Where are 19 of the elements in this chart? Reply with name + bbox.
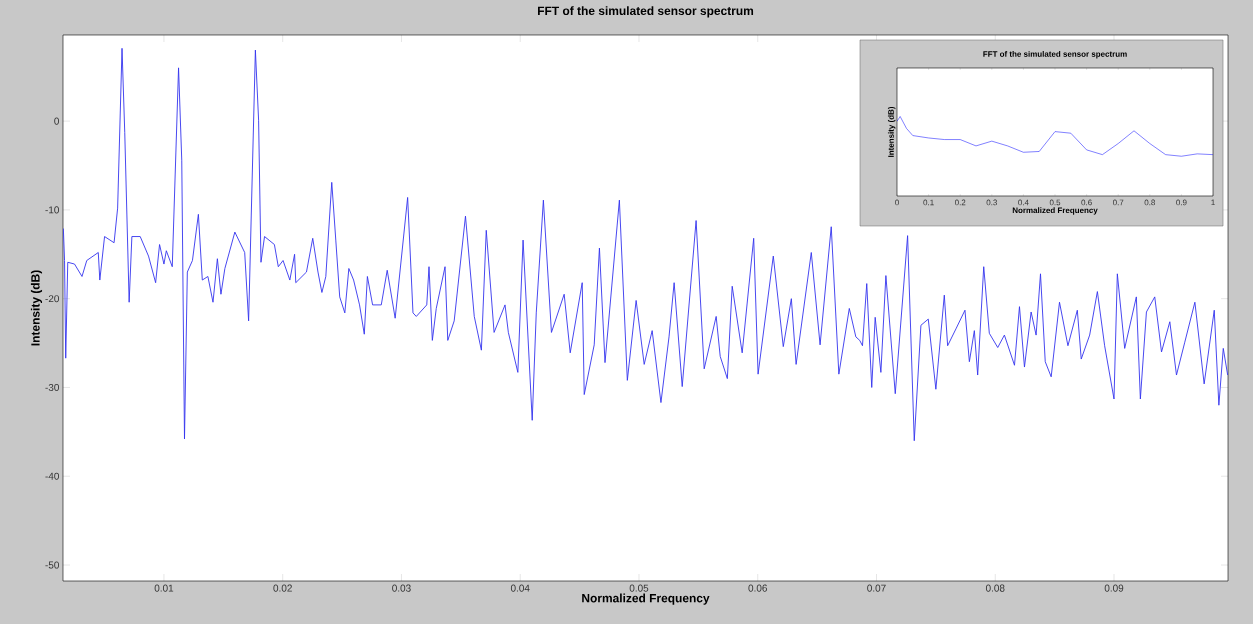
x-tick-label: 0.02 bbox=[273, 584, 292, 592]
y-tick-label: -50 bbox=[45, 561, 59, 569]
x-tick-label: 0.09 bbox=[1104, 584, 1124, 592]
x-tick-label: 0.07 bbox=[867, 584, 886, 592]
y-tick-label: -30 bbox=[45, 383, 59, 391]
x-axis-title: Normalized Frequency bbox=[582, 593, 710, 605]
x-tick-label: 0.08 bbox=[985, 584, 1005, 592]
y-tick-label: -10 bbox=[45, 206, 59, 214]
y-tick-label: -40 bbox=[45, 472, 59, 480]
x-tick-label: 0.01 bbox=[154, 584, 174, 592]
y-axis-title: Intensity (dB) bbox=[30, 270, 43, 346]
x-tick-label: 0.05 bbox=[629, 584, 649, 592]
x-tick-label: 0.06 bbox=[748, 584, 767, 592]
y-tick-label: -20 bbox=[45, 295, 59, 303]
x-tick-label: 0.04 bbox=[510, 584, 530, 592]
y-tick-label: 0 bbox=[54, 117, 59, 125]
chart-title: FFT of the simulated sensor spectrum bbox=[538, 6, 754, 18]
line-series bbox=[63, 47, 1229, 442]
x-tick-label: 0.03 bbox=[392, 584, 411, 592]
